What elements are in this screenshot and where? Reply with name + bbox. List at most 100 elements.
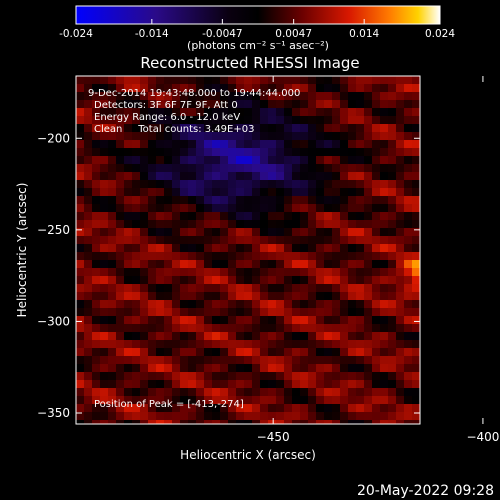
heatmap-cell bbox=[292, 180, 301, 189]
heatmap-cell bbox=[212, 180, 221, 189]
colorbar-tick-label: -0.024 bbox=[59, 28, 93, 40]
heatmap-cell bbox=[100, 212, 109, 221]
heatmap-cell bbox=[132, 300, 141, 309]
heatmap-cell bbox=[108, 332, 117, 341]
heatmap-cell bbox=[148, 380, 157, 389]
heatmap-cell bbox=[92, 180, 101, 189]
heatmap-cell bbox=[164, 236, 173, 245]
heatmap-cell bbox=[116, 84, 125, 93]
heatmap-cell bbox=[380, 284, 389, 293]
heatmap-cell bbox=[148, 124, 157, 133]
heatmap-cell bbox=[412, 380, 420, 389]
heatmap-cell bbox=[332, 292, 341, 301]
heatmap-cell bbox=[348, 164, 357, 173]
heatmap-cell bbox=[116, 92, 125, 101]
heatmap-cell bbox=[180, 420, 189, 424]
heatmap-cell bbox=[116, 260, 125, 269]
heatmap-cell bbox=[252, 260, 261, 269]
heatmap-cell bbox=[324, 220, 333, 229]
heatmap-cell bbox=[180, 148, 189, 157]
heatmap-cell bbox=[292, 300, 301, 309]
heatmap-cell bbox=[132, 108, 141, 117]
heatmap-cell bbox=[268, 356, 277, 365]
heatmap-cell bbox=[76, 340, 85, 349]
heatmap-cell bbox=[324, 308, 333, 317]
heatmap-cell bbox=[116, 164, 125, 173]
heatmap-cell bbox=[364, 388, 373, 397]
heatmap-cell bbox=[300, 76, 309, 85]
heatmap-cell bbox=[380, 132, 389, 141]
heatmap-cell bbox=[180, 116, 189, 125]
heatmap-cell bbox=[108, 300, 117, 309]
heatmap-cell bbox=[228, 316, 237, 325]
heatmap-cell bbox=[100, 92, 109, 101]
heatmap-cell bbox=[300, 108, 309, 117]
heatmap-cell bbox=[172, 204, 181, 213]
heatmap-cell bbox=[292, 100, 301, 109]
heatmap-cell bbox=[260, 300, 269, 309]
heatmap-cell bbox=[180, 404, 189, 413]
heatmap-cell bbox=[308, 276, 317, 285]
heatmap-cell bbox=[180, 300, 189, 309]
heatmap-cell bbox=[172, 292, 181, 301]
heatmap-cell bbox=[348, 388, 357, 397]
axis-ticks: −450−400−350−200−250−300−350 bbox=[37, 76, 499, 444]
heatmap-cell bbox=[388, 196, 397, 205]
heatmap-cell bbox=[364, 220, 373, 229]
heatmap-cell bbox=[244, 324, 253, 333]
heatmap-cell bbox=[316, 124, 325, 133]
heatmap-cell bbox=[404, 76, 413, 85]
heatmap-cell bbox=[412, 220, 420, 229]
heatmap-cell bbox=[148, 348, 157, 357]
heatmap-cell bbox=[188, 116, 197, 125]
heatmap-cell bbox=[372, 316, 381, 325]
heatmap-cell bbox=[252, 356, 261, 365]
heatmap-cell bbox=[316, 188, 325, 197]
heatmap-cell bbox=[276, 220, 285, 229]
heatmap-cell bbox=[380, 204, 389, 213]
heatmap-cell bbox=[324, 388, 333, 397]
heatmap-cell bbox=[244, 156, 253, 165]
heatmap-cell bbox=[124, 308, 133, 317]
heatmap-cell bbox=[380, 292, 389, 301]
heatmap-cell bbox=[252, 284, 261, 293]
heatmap-cell bbox=[188, 188, 197, 197]
heatmap-cell bbox=[212, 300, 221, 309]
heatmap-cell bbox=[252, 388, 261, 397]
heatmap-cell bbox=[412, 332, 420, 341]
heatmap-cell bbox=[364, 348, 373, 357]
heatmap-cell bbox=[172, 380, 181, 389]
heatmap-cell bbox=[268, 372, 277, 381]
heatmap-cell bbox=[124, 196, 133, 205]
heatmap-cell bbox=[300, 356, 309, 365]
heatmap-cell bbox=[324, 212, 333, 221]
heatmap-cell bbox=[324, 124, 333, 133]
heatmap-cell bbox=[236, 76, 245, 85]
heatmap-cell bbox=[300, 316, 309, 325]
heatmap-cell bbox=[348, 84, 357, 93]
heatmap-cell bbox=[124, 316, 133, 325]
heatmap-cell bbox=[132, 396, 141, 405]
heatmap-cell bbox=[412, 276, 420, 285]
heatmap-cell bbox=[396, 332, 405, 341]
heatmap-cell bbox=[284, 420, 293, 424]
heatmap-cell bbox=[196, 348, 205, 357]
heatmap-cell bbox=[140, 148, 149, 157]
heatmap-cell bbox=[308, 76, 317, 85]
heatmap-cell bbox=[388, 180, 397, 189]
heatmap-cell bbox=[244, 204, 253, 213]
heatmap-cell bbox=[124, 300, 133, 309]
heatmap-cell bbox=[156, 300, 165, 309]
heatmap-cell bbox=[372, 172, 381, 181]
heatmap-cell bbox=[372, 124, 381, 133]
heatmap-cell bbox=[84, 100, 93, 109]
heatmap-cell bbox=[188, 308, 197, 317]
heatmap-cell bbox=[268, 380, 277, 389]
heatmap-cell bbox=[108, 404, 117, 413]
heatmap-cell bbox=[316, 252, 325, 261]
heatmap-cell bbox=[396, 124, 405, 133]
heatmap-cell bbox=[220, 244, 229, 253]
heatmap-cell bbox=[100, 356, 109, 365]
heatmap-cell bbox=[228, 404, 237, 413]
heatmap-cell bbox=[412, 204, 420, 213]
